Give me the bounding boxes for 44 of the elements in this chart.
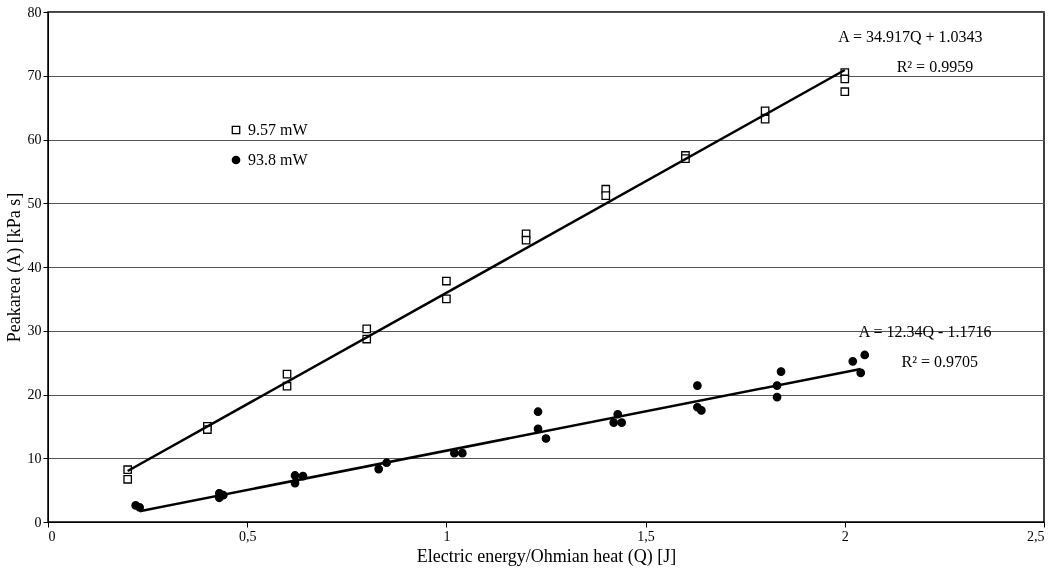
y-tick-label: 0: [34, 514, 42, 530]
annotation: A = 34.917Q + 1.0343: [838, 28, 983, 45]
point: [521, 235, 531, 245]
y-axis-title: Peakarea (A) [kPa s]: [3, 192, 25, 343]
point: [457, 448, 467, 458]
point: [135, 502, 144, 512]
point: [693, 381, 702, 390]
y-tick-label: 80: [27, 4, 42, 20]
x-tick-label: 2: [841, 528, 849, 544]
point: [601, 191, 611, 200]
point: [533, 407, 543, 417]
annotation: R² = 0.9959: [896, 58, 974, 75]
point: [362, 324, 372, 334]
x-tick-label: 0: [48, 528, 56, 544]
y-tick-label: 70: [27, 68, 42, 84]
point: [617, 418, 627, 427]
point: [374, 464, 384, 474]
annotation: R² = 0.9705: [901, 353, 979, 370]
x-tick-label: 1: [443, 528, 451, 544]
point: [290, 471, 300, 480]
point: [860, 350, 870, 360]
y-tick-label: 40: [27, 259, 42, 275]
y-tick-label: 50: [27, 195, 42, 211]
point: [609, 418, 619, 427]
point: [772, 392, 782, 402]
x-tick-label: 0,5: [238, 528, 257, 544]
legend-label: 93.8 mW: [248, 151, 309, 168]
y-tick-label: 10: [27, 450, 42, 466]
x-tick-label: 1,5: [637, 528, 655, 544]
y-tick-label: 30: [27, 323, 42, 339]
point: [123, 474, 133, 484]
x-tick-label: 2,5: [1027, 528, 1045, 544]
y-tick-label: 20: [27, 387, 42, 402]
point: [840, 74, 850, 84]
point: [442, 294, 451, 304]
point: [442, 276, 451, 286]
point: [776, 367, 786, 376]
point: [848, 357, 858, 366]
x-axis-title: Electric energy/Ohmian heat (Q) [J]: [416, 545, 677, 567]
point: [840, 87, 850, 97]
point: [697, 406, 706, 415]
y-tick-label: 60: [27, 132, 42, 147]
legend-label: 9.57 mW: [248, 121, 309, 138]
point: [541, 434, 551, 443]
